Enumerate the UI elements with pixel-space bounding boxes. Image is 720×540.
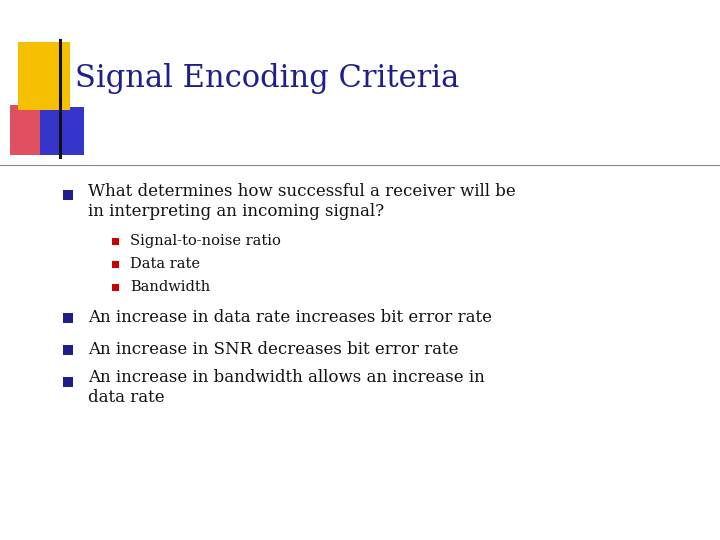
Text: An increase in data rate increases bit error rate: An increase in data rate increases bit e… [88, 309, 492, 327]
FancyBboxPatch shape [112, 284, 119, 291]
FancyBboxPatch shape [63, 377, 73, 387]
FancyBboxPatch shape [18, 42, 70, 110]
Text: in interpreting an incoming signal?: in interpreting an incoming signal? [88, 204, 384, 220]
Text: Data rate: Data rate [130, 257, 200, 271]
FancyBboxPatch shape [63, 345, 73, 355]
Text: Signal-to-noise ratio: Signal-to-noise ratio [130, 234, 281, 248]
Text: What determines how successful a receiver will be: What determines how successful a receive… [88, 184, 516, 200]
FancyBboxPatch shape [40, 107, 84, 155]
Text: An increase in SNR decreases bit error rate: An increase in SNR decreases bit error r… [88, 341, 459, 359]
FancyBboxPatch shape [10, 105, 54, 155]
FancyBboxPatch shape [63, 190, 73, 200]
Text: Signal Encoding Criteria: Signal Encoding Criteria [75, 63, 459, 93]
FancyBboxPatch shape [63, 313, 73, 323]
Text: data rate: data rate [88, 389, 165, 407]
FancyBboxPatch shape [112, 238, 119, 245]
FancyBboxPatch shape [112, 260, 119, 267]
Text: An increase in bandwidth allows an increase in: An increase in bandwidth allows an incre… [88, 369, 485, 387]
Text: Bandwidth: Bandwidth [130, 280, 210, 294]
